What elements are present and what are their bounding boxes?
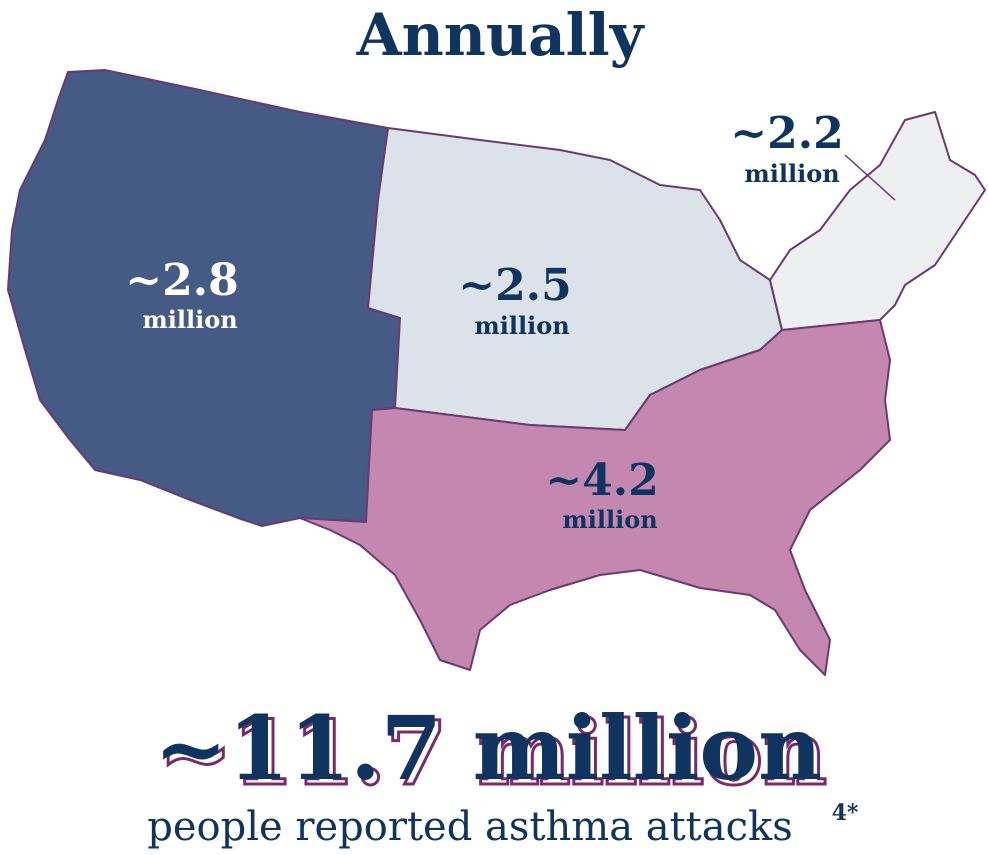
region-value: ~2.8 — [125, 255, 238, 306]
footnote: 4* — [832, 800, 859, 826]
map — [7, 69, 986, 676]
region-unit: million — [474, 311, 569, 340]
region-value: ~4.2 — [545, 455, 658, 506]
region-unit: million — [142, 305, 237, 334]
total-shadow: ~11.7 million — [159, 701, 827, 805]
title: Annually — [356, 1, 646, 69]
region-value: ~2.5 — [458, 260, 571, 311]
region-unit: million — [744, 159, 839, 188]
total: ~11.7 million — [154, 696, 822, 800]
caption: people reported asthma attacks — [147, 804, 793, 850]
region-unit: million — [562, 505, 657, 534]
northeast-region — [769, 111, 986, 331]
leader-line — [844, 154, 896, 201]
region-value: ~2.2 — [730, 108, 843, 159]
south-region — [299, 319, 891, 676]
